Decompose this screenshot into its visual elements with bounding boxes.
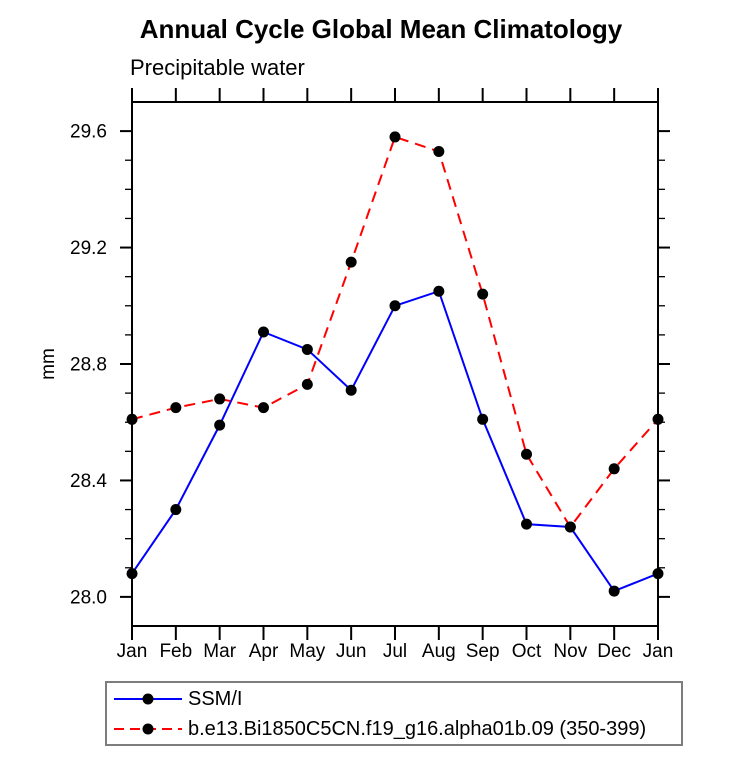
data-point xyxy=(608,585,620,597)
y-tick-label: 29.2 xyxy=(70,238,107,259)
data-point xyxy=(389,131,401,143)
legend-item-model: b.e13.Bi1850C5CN.f19_g16.alpha01b.09 (35… xyxy=(107,714,681,744)
chart-subtitle: Precipitable water xyxy=(130,55,305,80)
y-axis-title: mm xyxy=(38,348,59,380)
series-line-model xyxy=(131,135,659,529)
data-point xyxy=(126,413,138,425)
x-tick-label: Sep xyxy=(466,641,500,662)
data-point xyxy=(521,518,532,530)
data-point xyxy=(652,413,664,425)
legend-line-sample-ssmi xyxy=(114,693,182,705)
y-tick-label: 28.0 xyxy=(70,587,107,608)
x-tick-label: Mar xyxy=(203,641,236,662)
data-point xyxy=(433,145,445,157)
legend-item-ssmi: SSM/I xyxy=(107,684,681,714)
data-point xyxy=(214,419,226,431)
data-point xyxy=(126,568,138,580)
data-point xyxy=(389,300,401,312)
data-point xyxy=(170,504,182,516)
data-point xyxy=(301,378,313,390)
data-point xyxy=(477,288,489,300)
y-tick-label: 29.6 xyxy=(70,122,107,143)
data-point xyxy=(652,568,664,580)
data-point xyxy=(301,343,313,355)
x-tick-label: Feb xyxy=(159,641,192,662)
legend-line-sample-model xyxy=(114,723,182,735)
data-point xyxy=(608,463,620,475)
data-point xyxy=(345,384,357,396)
data-point xyxy=(564,521,576,533)
plot-frame xyxy=(131,101,659,627)
data-point xyxy=(521,448,532,460)
x-tick-label: May xyxy=(289,641,325,662)
legend: SSM/I b.e13.Bi1850C5CN.f19_g16.alpha01b.… xyxy=(105,681,683,746)
x-tick-label: Oct xyxy=(512,641,542,662)
data-point xyxy=(258,402,269,414)
data-point xyxy=(214,393,226,405)
x-tick-label: Jul xyxy=(383,641,407,662)
legend-label-ssmi: SSM/I xyxy=(188,688,243,710)
x-tick-label: Jun xyxy=(336,641,367,662)
data-point xyxy=(477,413,489,425)
x-tick-label: Dec xyxy=(597,641,631,662)
x-tick-label: Jan xyxy=(117,641,148,662)
series-line-ssmi xyxy=(131,289,659,593)
y-tick-label: 28.8 xyxy=(70,355,107,376)
x-tick-label: Nov xyxy=(553,641,587,662)
legend-marker-icon xyxy=(142,693,154,705)
chart-title: Annual Cycle Global Mean Climatology xyxy=(139,14,623,44)
x-tick-label: Jan xyxy=(643,641,674,662)
data-point xyxy=(258,326,269,338)
x-tick-label: Aug xyxy=(422,641,456,662)
data-point xyxy=(170,402,182,414)
data-point xyxy=(345,256,357,268)
legend-marker-icon xyxy=(142,723,154,735)
legend-label-model: b.e13.Bi1850C5CN.f19_g16.alpha01b.09 (35… xyxy=(188,718,647,740)
y-tick-label: 28.4 xyxy=(70,471,107,492)
data-point xyxy=(433,285,445,297)
x-tick-label: Apr xyxy=(249,641,279,662)
